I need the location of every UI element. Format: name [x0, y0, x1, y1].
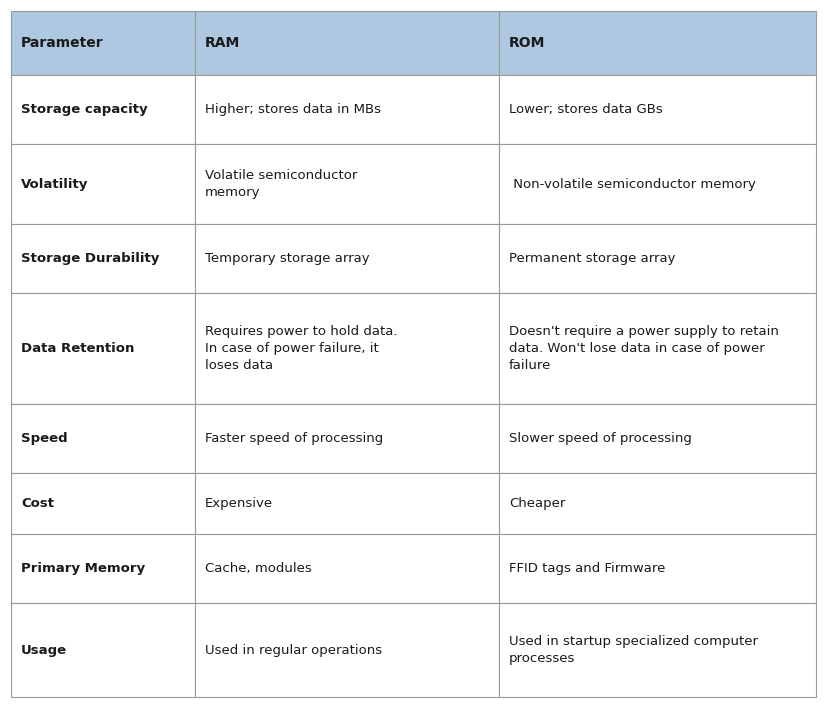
Text: Cost: Cost	[21, 497, 54, 510]
Bar	[11, 144, 194, 224]
Bar	[499, 144, 816, 224]
Text: Storage Durability: Storage Durability	[21, 252, 160, 265]
Text: Doesn't require a power supply to retain
data. Won't lose data in case of power
: Doesn't require a power supply to retain…	[509, 325, 779, 372]
Text: Requires power to hold data.
In case of power failure, it
loses data: Requires power to hold data. In case of …	[204, 325, 397, 372]
Text: Parameter: Parameter	[21, 36, 103, 50]
Bar	[11, 534, 194, 603]
Text: Used in startup specialized computer
processes: Used in startup specialized computer pro…	[509, 635, 758, 665]
Text: Used in regular operations: Used in regular operations	[204, 644, 382, 656]
Text: Volatility: Volatility	[21, 178, 88, 190]
Bar	[194, 473, 499, 534]
Text: Volatile semiconductor
memory: Volatile semiconductor memory	[204, 169, 357, 199]
Bar	[194, 11, 499, 75]
Bar	[499, 11, 816, 75]
Bar	[194, 534, 499, 603]
Bar	[11, 75, 194, 144]
Text: Non-volatile semiconductor memory: Non-volatile semiconductor memory	[509, 178, 756, 190]
Text: Primary Memory: Primary Memory	[21, 562, 145, 575]
Bar	[194, 404, 499, 473]
Text: FFID tags and Firmware: FFID tags and Firmware	[509, 562, 665, 575]
Bar	[11, 224, 194, 293]
Text: Usage: Usage	[21, 644, 67, 656]
Bar	[11, 404, 194, 473]
Text: Data Retention: Data Retention	[21, 342, 134, 355]
Bar	[499, 404, 816, 473]
Text: ROM: ROM	[509, 36, 545, 50]
Bar	[499, 75, 816, 144]
Bar	[11, 473, 194, 534]
Bar	[499, 224, 816, 293]
Bar	[194, 144, 499, 224]
Text: Speed: Speed	[21, 432, 68, 445]
Bar	[499, 473, 816, 534]
Text: Lower; stores data GBs: Lower; stores data GBs	[509, 103, 662, 116]
Text: Faster speed of processing: Faster speed of processing	[204, 432, 383, 445]
Bar	[194, 224, 499, 293]
Bar	[499, 293, 816, 404]
Text: Storage capacity: Storage capacity	[21, 103, 148, 116]
Text: Higher; stores data in MBs: Higher; stores data in MBs	[204, 103, 380, 116]
Text: Slower speed of processing: Slower speed of processing	[509, 432, 691, 445]
Bar	[194, 603, 499, 697]
Bar	[499, 603, 816, 697]
Bar	[11, 293, 194, 404]
Text: Cache, modules: Cache, modules	[204, 562, 311, 575]
Bar	[499, 534, 816, 603]
Text: Expensive: Expensive	[204, 497, 273, 510]
Bar	[11, 603, 194, 697]
Text: Cheaper: Cheaper	[509, 497, 565, 510]
Bar	[194, 293, 499, 404]
Bar	[194, 75, 499, 144]
Text: Temporary storage array: Temporary storage array	[204, 252, 369, 265]
Text: RAM: RAM	[204, 36, 240, 50]
Bar	[11, 11, 194, 75]
Text: Permanent storage array: Permanent storage array	[509, 252, 676, 265]
